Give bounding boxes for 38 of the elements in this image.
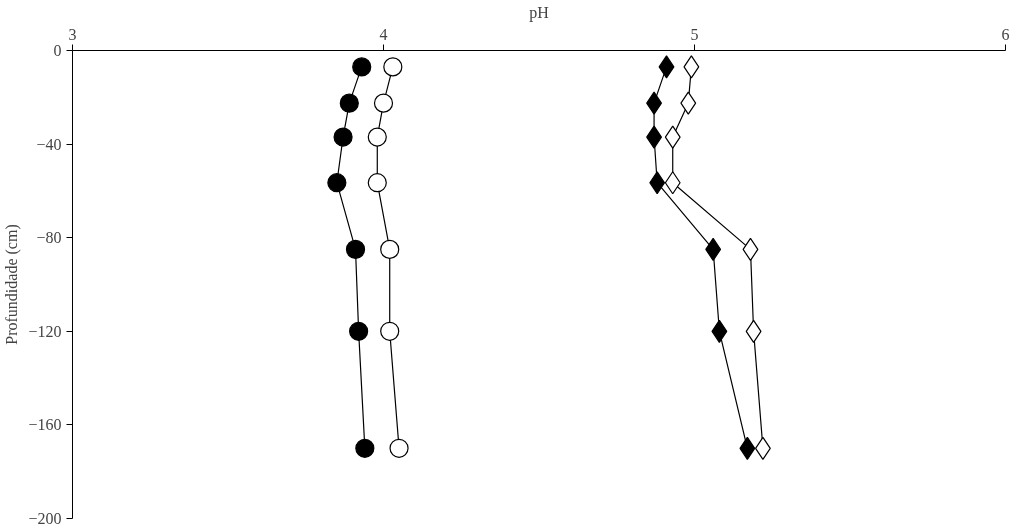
x-tick-label: 5 xyxy=(690,25,699,43)
y-tick-label: −120 xyxy=(28,322,62,340)
point xyxy=(383,57,403,77)
point xyxy=(683,55,700,79)
point xyxy=(373,93,394,113)
point xyxy=(664,125,681,149)
point xyxy=(327,173,347,193)
y-tick-label: −80 xyxy=(36,229,62,247)
point xyxy=(333,127,353,147)
x-tick-label: 4 xyxy=(379,25,388,43)
point xyxy=(664,171,681,195)
point xyxy=(649,171,666,195)
x-axis-title: pH xyxy=(529,3,550,22)
y-tick-label: −40 xyxy=(36,135,62,153)
point xyxy=(742,237,759,261)
point xyxy=(352,57,372,77)
point xyxy=(380,321,400,341)
point xyxy=(339,93,359,113)
point xyxy=(711,319,728,343)
point xyxy=(367,173,387,193)
point xyxy=(345,239,366,259)
point xyxy=(380,239,400,259)
y-axis-title: Profundidade (cm) xyxy=(3,224,22,345)
point xyxy=(705,237,722,261)
point xyxy=(745,319,762,343)
x-tick-label: 6 xyxy=(1001,25,1010,43)
point xyxy=(739,436,756,460)
x-tick-label: 3 xyxy=(68,25,77,43)
point xyxy=(658,55,675,79)
point xyxy=(754,436,771,460)
point xyxy=(389,438,409,458)
y-tick-label: −200 xyxy=(28,510,62,527)
point xyxy=(367,127,387,147)
y-tick-label: 0 xyxy=(53,42,62,59)
point xyxy=(349,321,369,341)
y-tick-label: −160 xyxy=(28,416,62,434)
point xyxy=(355,438,375,458)
point xyxy=(680,91,697,115)
